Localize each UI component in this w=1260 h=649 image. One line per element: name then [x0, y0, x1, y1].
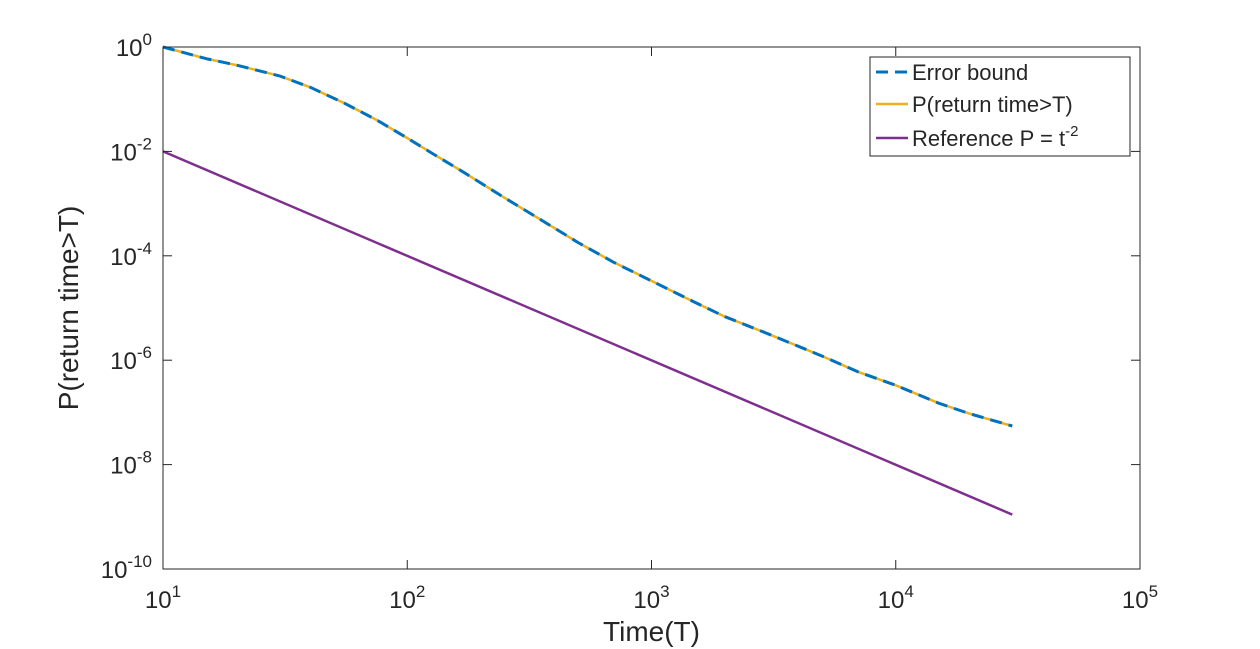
x-tick-labels: 101 102 103 104 105 [145, 582, 1158, 614]
y-tick-label-5: 10-10 [101, 552, 152, 584]
x-tick-label-0: 101 [145, 582, 181, 614]
legend-label-2: Reference P = t-2 [912, 123, 1078, 151]
legend: Error bound P(return time>T) Reference P =… [869, 56, 1131, 157]
y-tick-label-4: 10-8 [110, 448, 152, 480]
x-tick-label-1: 102 [389, 582, 425, 614]
y-tick-label-0: 100 [116, 30, 152, 62]
x-tick-label-3: 104 [878, 582, 914, 614]
y-tick-label-1: 10-2 [110, 134, 152, 166]
y-tick-label-2: 10-4 [110, 239, 152, 271]
legend-box [869, 56, 1131, 157]
y-axis-label: P(return time>T) [53, 206, 84, 411]
ticks-layer [162, 46, 1141, 570]
series-line-0 [162, 45, 1013, 428]
y-tick-labels: 100 10-2 10-4 10-6 10-8 10-10 [101, 30, 152, 584]
series-line-2 [162, 150, 1013, 516]
series-layer [162, 45, 1013, 516]
x-axis-label: Time(T) [603, 616, 700, 647]
x-tick-label-2: 103 [633, 582, 669, 614]
legend-label-1: P(return time>T) [912, 92, 1073, 117]
y-tick-label-3: 10-6 [110, 343, 152, 375]
x-tick-label-4: 105 [1122, 582, 1158, 614]
legend-label-0: Error bound [912, 60, 1028, 85]
